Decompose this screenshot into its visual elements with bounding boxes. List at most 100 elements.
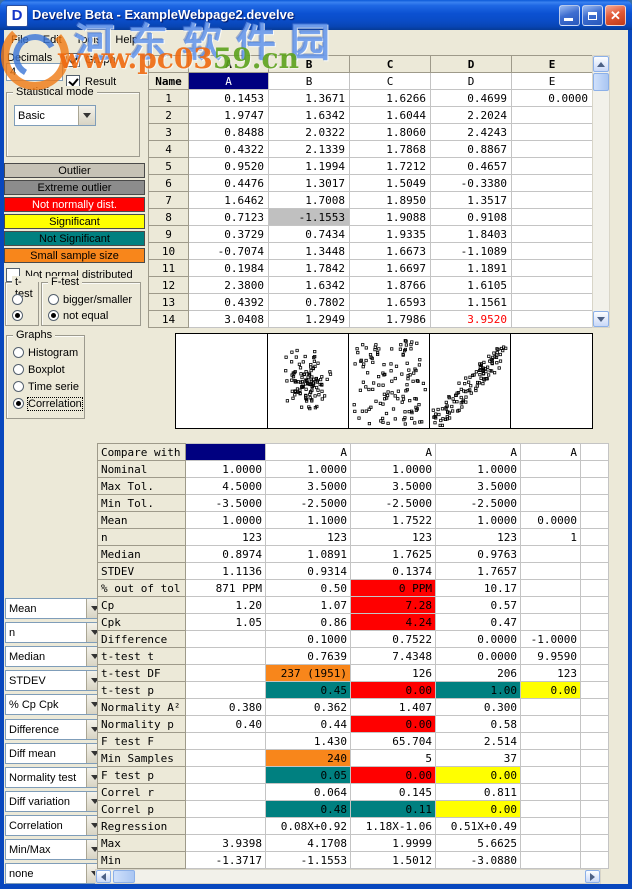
grid-cell-c12[interactable]: 1.8766 bbox=[349, 276, 431, 294]
radio-graph-correlation[interactable]: Correlation bbox=[13, 396, 83, 411]
grid-cell-a14[interactable]: 3.0408 bbox=[188, 310, 269, 328]
grid-cell-a11[interactable]: 0.1984 bbox=[188, 259, 269, 277]
grid-cell-c13[interactable]: 1.6593 bbox=[349, 293, 431, 311]
grid-column-header-e[interactable]: E bbox=[511, 55, 593, 73]
analysis-combo-diff-variation[interactable]: Diff variation bbox=[5, 791, 104, 812]
legend-not-significant[interactable]: Not Significant bbox=[4, 231, 145, 246]
grid-cell-c5[interactable]: 1.7212 bbox=[349, 157, 431, 175]
grid-column-header-d[interactable]: D bbox=[430, 55, 512, 73]
grid-name-cell-c[interactable]: C bbox=[349, 72, 431, 90]
grid-name-cell-d[interactable]: D bbox=[430, 72, 512, 90]
analysis-combo-difference[interactable]: Difference bbox=[5, 719, 104, 740]
grid-cell-a8[interactable]: 0.7123 bbox=[188, 208, 269, 226]
legend-not-normally-dist[interactable]: Not normally dist. bbox=[4, 197, 145, 212]
grid-cell-e4[interactable] bbox=[511, 140, 593, 158]
grid-cell-b7[interactable]: 1.7008 bbox=[268, 191, 350, 209]
grid-row-header-5[interactable]: 5 bbox=[148, 157, 189, 175]
grid-row-header-12[interactable]: 12 bbox=[148, 276, 189, 294]
grid-cell-c11[interactable]: 1.6697 bbox=[349, 259, 431, 277]
analysis-combo-median[interactable]: Median bbox=[5, 646, 104, 667]
grid-row-header-1[interactable]: 1 bbox=[148, 89, 189, 107]
analysis-combo-diff-mean[interactable]: Diff mean bbox=[5, 743, 104, 764]
grid-row-header-10[interactable]: 10 bbox=[148, 242, 189, 260]
grid-cell-b5[interactable]: 1.1994 bbox=[268, 157, 350, 175]
grid-cell-e7[interactable] bbox=[511, 191, 593, 209]
scroll-down-button[interactable] bbox=[593, 311, 609, 327]
radio-graph-time-serie[interactable]: Time serie bbox=[13, 380, 79, 393]
grid-cell-b4[interactable]: 2.1339 bbox=[268, 140, 350, 158]
grid-row-header-7[interactable]: 7 bbox=[148, 191, 189, 209]
grid-row-header-8[interactable]: 8 bbox=[148, 208, 189, 226]
menu-file[interactable]: File bbox=[11, 34, 29, 46]
grid-cell-e3[interactable] bbox=[511, 123, 593, 141]
grid-cell-b12[interactable]: 1.6342 bbox=[268, 276, 350, 294]
stats-compare-header-5[interactable]: A bbox=[520, 443, 581, 461]
grid-cell-d3[interactable]: 2.4243 bbox=[430, 123, 512, 141]
stats-compare-header-4[interactable]: A bbox=[435, 443, 521, 461]
grid-cell-c14[interactable]: 1.7986 bbox=[349, 310, 431, 328]
grid-cell-b2[interactable]: 1.6342 bbox=[268, 106, 350, 124]
grid-cell-c3[interactable]: 1.8060 bbox=[349, 123, 431, 141]
menu-tools[interactable]: Tools bbox=[75, 34, 102, 46]
grid-cell-e13[interactable] bbox=[511, 293, 593, 311]
grid-row-header-11[interactable]: 11 bbox=[148, 259, 189, 277]
grid-cell-b8[interactable]: -1.1553 bbox=[268, 208, 350, 226]
grid-cell-a6[interactable]: 0.4476 bbox=[188, 174, 269, 192]
analysis-combo-correlation[interactable]: Correlation bbox=[5, 815, 104, 836]
grid-column-header-c[interactable]: C bbox=[349, 55, 431, 73]
grid-cell-c9[interactable]: 1.9335 bbox=[349, 225, 431, 243]
grid-cell-d9[interactable]: 1.8403 bbox=[430, 225, 512, 243]
grid-cell-b10[interactable]: 1.3448 bbox=[268, 242, 350, 260]
legend-outlier[interactable]: Outlier bbox=[4, 163, 145, 178]
grid-cell-e11[interactable] bbox=[511, 259, 593, 277]
grid-cell-b1[interactable]: 1.3671 bbox=[268, 89, 350, 107]
grid-cell-c2[interactable]: 1.6044 bbox=[349, 106, 431, 124]
decimals-input[interactable] bbox=[6, 63, 63, 81]
radio-f-test-bigger-smaller[interactable]: bigger/smaller bbox=[48, 293, 132, 306]
scroll-thumb[interactable] bbox=[593, 73, 609, 91]
grid-cell-b3[interactable]: 2.0322 bbox=[268, 123, 350, 141]
legend-extreme-outlier[interactable]: Extreme outlier bbox=[4, 180, 145, 195]
close-button[interactable]: ✕ bbox=[605, 5, 626, 26]
grid-cell-a13[interactable]: 0.4392 bbox=[188, 293, 269, 311]
grid-vertical-scrollbar[interactable] bbox=[592, 55, 610, 328]
menu-help[interactable]: Help bbox=[115, 34, 139, 46]
analysis-combo-cp-cpk[interactable]: % Cp Cpk bbox=[5, 694, 104, 715]
grid-cell-d12[interactable]: 1.6105 bbox=[430, 276, 512, 294]
scroll-left-button[interactable] bbox=[96, 870, 111, 883]
grid-cell-d2[interactable]: 2.2024 bbox=[430, 106, 512, 124]
grid-row-header-14[interactable]: 14 bbox=[148, 310, 189, 328]
grid-cell-d14[interactable]: 3.9520 bbox=[430, 310, 512, 328]
minimize-button[interactable] bbox=[559, 5, 580, 26]
grid-cell-a3[interactable]: 0.8488 bbox=[188, 123, 269, 141]
maximize-button[interactable] bbox=[582, 5, 603, 26]
grid-cell-e10[interactable] bbox=[511, 242, 593, 260]
grid-cell-a1[interactable]: 0.1453 bbox=[188, 89, 269, 107]
grid-cell-c6[interactable]: 1.5049 bbox=[349, 174, 431, 192]
analysis-combo-none[interactable]: none bbox=[5, 863, 104, 884]
grid-cell-b11[interactable]: 1.7842 bbox=[268, 259, 350, 277]
grid-cell-a5[interactable]: 0.9520 bbox=[188, 157, 269, 175]
grid-cell-d8[interactable]: 0.9108 bbox=[430, 208, 512, 226]
grid-cell-a12[interactable]: 2.3800 bbox=[188, 276, 269, 294]
grid-cell-d1[interactable]: 0.4699 bbox=[430, 89, 512, 107]
analysis-combo-normality-test[interactable]: Normality test bbox=[5, 767, 104, 788]
grid-cell-a4[interactable]: 0.4322 bbox=[188, 140, 269, 158]
grid-cell-e1[interactable]: 0.0000 bbox=[511, 89, 593, 107]
grid-cell-d4[interactable]: 0.8867 bbox=[430, 140, 512, 158]
grid-cell-e2[interactable] bbox=[511, 106, 593, 124]
grid-row-header-2[interactable]: 2 bbox=[148, 106, 189, 124]
stats-compare-header-2[interactable]: A bbox=[265, 443, 351, 461]
grid-cell-a2[interactable]: 1.9747 bbox=[188, 106, 269, 124]
grid-cell-d10[interactable]: -1.1089 bbox=[430, 242, 512, 260]
grid-cell-d7[interactable]: 1.3517 bbox=[430, 191, 512, 209]
grid-name-cell-b[interactable]: B bbox=[268, 72, 350, 90]
grid-cell-c4[interactable]: 1.7868 bbox=[349, 140, 431, 158]
grid-cell-e6[interactable] bbox=[511, 174, 593, 192]
grid-cell-c7[interactable]: 1.8950 bbox=[349, 191, 431, 209]
stats-compare-header-3[interactable]: A bbox=[350, 443, 436, 461]
grid-cell-e8[interactable] bbox=[511, 208, 593, 226]
grid-cell-a9[interactable]: 0.3729 bbox=[188, 225, 269, 243]
analysis-combo-n[interactable]: n bbox=[5, 622, 104, 643]
grid-cell-e12[interactable] bbox=[511, 276, 593, 294]
